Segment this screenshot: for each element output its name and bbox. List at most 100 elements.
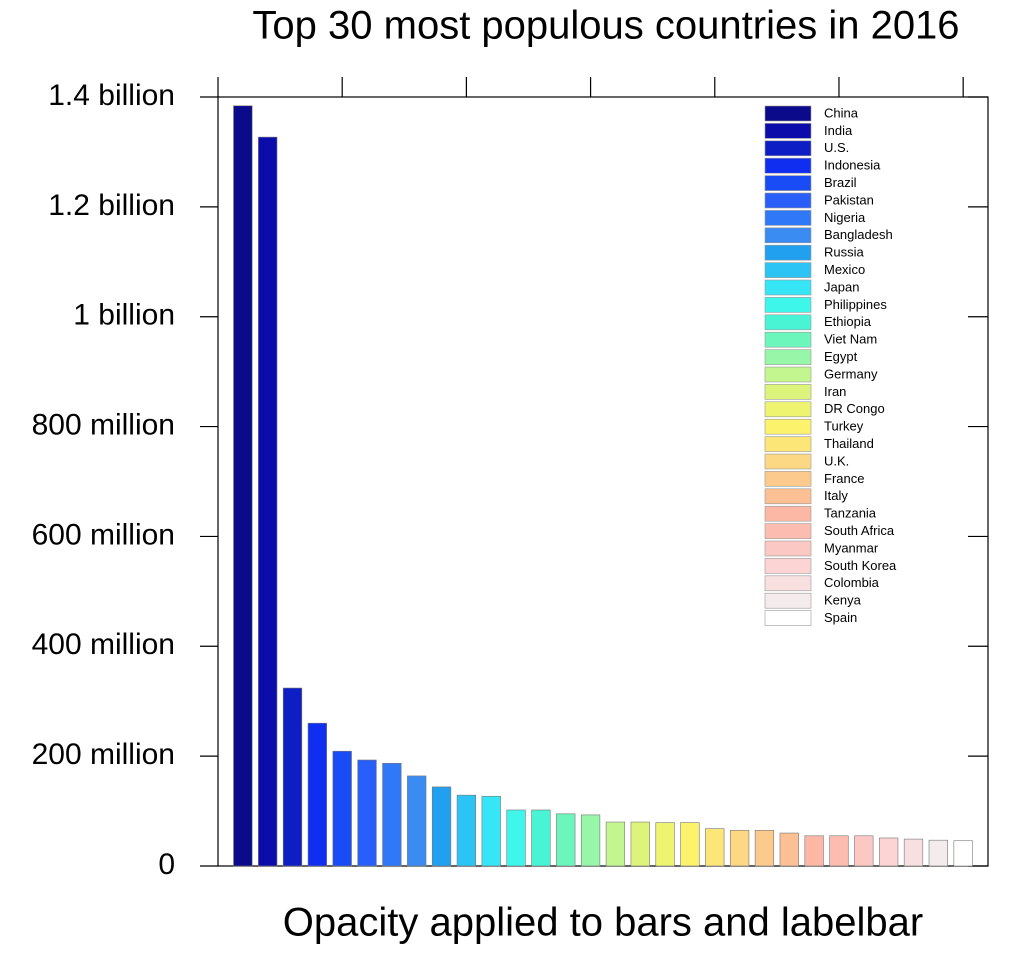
- y-tick-label: 1.4 billion: [48, 79, 175, 112]
- bar: [680, 822, 700, 867]
- legend-swatch: [764, 610, 812, 626]
- legend-swatch: [764, 297, 812, 313]
- legend-swatch: [764, 105, 812, 122]
- y-tick-label: 800 million: [32, 408, 175, 441]
- legend-label: Ethiopia: [824, 314, 872, 329]
- legend-swatch: [764, 453, 812, 470]
- legend-label: Thailand: [824, 436, 874, 451]
- bar: [382, 762, 402, 867]
- legend-swatch: [764, 401, 812, 418]
- bar: [556, 813, 576, 867]
- legend-label: Spain: [824, 610, 857, 625]
- legend-label: France: [824, 471, 864, 486]
- bar: [754, 829, 775, 867]
- bar: [233, 105, 253, 867]
- y-tick-label: 400 million: [32, 628, 175, 661]
- legend-label: Iran: [824, 384, 846, 399]
- legend-label: Bangladesh: [824, 227, 893, 242]
- legend-label: Pakistan: [824, 192, 874, 207]
- legend-label: Tanzania: [824, 506, 877, 521]
- bar: [481, 795, 501, 867]
- legend-swatch: [764, 436, 812, 452]
- bar: [456, 794, 477, 867]
- legend-swatch: [764, 210, 812, 226]
- legend-label: Colombia: [824, 575, 880, 590]
- y-tick-label: 1.2 billion: [48, 189, 175, 222]
- plot-frame: [217, 96, 989, 867]
- bar: [431, 786, 452, 867]
- legend-label: Viet Nam: [824, 332, 877, 347]
- legend-swatch: [764, 418, 812, 435]
- legend-swatch: [764, 175, 812, 191]
- legend-swatch: [764, 349, 812, 365]
- legend-label: Turkey: [824, 419, 864, 434]
- bar: [531, 809, 551, 867]
- bar: [928, 839, 948, 867]
- y-tick-label: 0: [158, 848, 175, 881]
- legend-label: Myanmar: [824, 540, 879, 555]
- legend-label: South Korea: [824, 558, 897, 573]
- legend-label: Philippines: [824, 297, 887, 312]
- chart-title: Top 30 most populous countries in 2016: [252, 4, 959, 48]
- legend-swatch: [764, 244, 812, 261]
- legend-swatch: [764, 505, 812, 522]
- legend-label: South Africa: [824, 523, 895, 538]
- bar: [655, 822, 675, 867]
- legend-label: Egypt: [824, 349, 858, 364]
- bar: [282, 687, 303, 867]
- bar: [804, 835, 824, 867]
- legend-swatch: [764, 471, 812, 487]
- legend-swatch: [764, 575, 812, 592]
- y-tick-label: 600 million: [32, 518, 175, 551]
- y-tick-label: 1 billion: [73, 299, 175, 332]
- bar: [729, 829, 750, 867]
- bar: [903, 838, 924, 867]
- legend-label: Italy: [824, 488, 848, 503]
- legend-swatch: [764, 523, 812, 539]
- bar: [953, 840, 973, 867]
- legend-label: Brazil: [824, 175, 857, 190]
- bar: [332, 750, 352, 867]
- bar: [580, 814, 601, 867]
- legend-label: U.S.: [824, 140, 849, 155]
- bar: [779, 832, 799, 867]
- bar: [357, 759, 377, 867]
- legend-label: Russia: [824, 245, 865, 260]
- legend-swatch: [764, 314, 812, 331]
- bar: [630, 821, 650, 867]
- bar: [705, 828, 725, 867]
- legend-label: Mexico: [824, 262, 865, 277]
- legend-swatch: [764, 592, 812, 609]
- legend-swatch: [764, 540, 812, 557]
- legend-swatch: [764, 140, 812, 157]
- bar: [506, 809, 526, 867]
- bar: [307, 722, 327, 867]
- legend-label: DR Congo: [824, 401, 885, 416]
- legend-label: Kenya: [824, 593, 862, 608]
- legend-label: Japan: [824, 279, 859, 294]
- x-axis-label: Opacity applied to bars and labelbar: [283, 901, 923, 945]
- bar: [605, 821, 626, 867]
- legend-label: China: [824, 105, 859, 120]
- legend-label: U.K.: [824, 453, 849, 468]
- legend-swatch: [764, 331, 812, 348]
- legend-swatch: [764, 227, 812, 244]
- legend-swatch: [764, 123, 812, 139]
- legend-swatch: [764, 384, 812, 400]
- bar: [407, 775, 427, 867]
- legend-swatch: [764, 192, 812, 209]
- bar: [829, 835, 849, 867]
- bar: [854, 835, 874, 867]
- legend-swatch: [764, 262, 812, 278]
- bar: [879, 837, 899, 867]
- legend-swatch: [764, 488, 812, 505]
- legend-label: Indonesia: [824, 158, 881, 173]
- legend-swatch: [764, 558, 812, 574]
- legend-label: Nigeria: [824, 210, 866, 225]
- legend-label: Germany: [824, 366, 878, 381]
- legend-swatch: [764, 366, 812, 383]
- legend-swatch: [764, 279, 812, 296]
- bar: [258, 136, 278, 867]
- legend-swatch: [764, 157, 812, 174]
